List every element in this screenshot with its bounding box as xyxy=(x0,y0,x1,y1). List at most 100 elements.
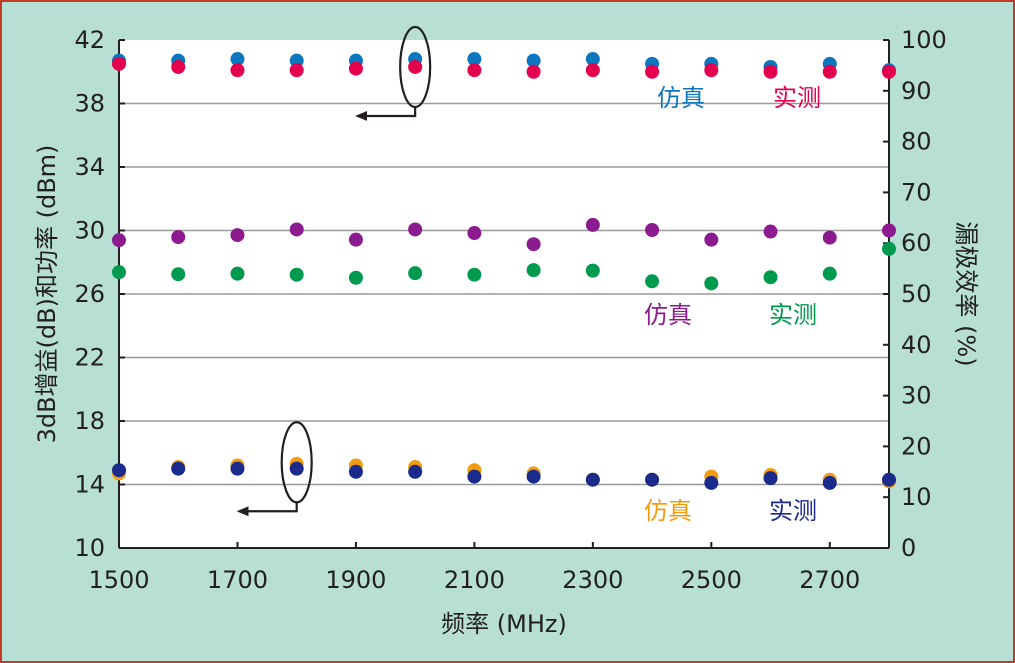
y-left-tick-label: 30 xyxy=(74,217,105,245)
data-point xyxy=(822,64,837,79)
y-left-tick-label: 14 xyxy=(74,471,105,499)
data-point xyxy=(882,472,896,487)
data-point xyxy=(882,223,896,238)
axis-callouts xyxy=(236,25,432,517)
data-point xyxy=(526,237,541,252)
series-annotation-power: 实测 xyxy=(773,84,821,112)
data-point xyxy=(822,475,837,490)
data-point xyxy=(645,274,660,289)
series-annotation-power: 仿真 xyxy=(657,84,705,112)
y-right-tick-label: 20 xyxy=(901,432,932,460)
y-right-tick-label: 0 xyxy=(901,534,916,562)
data-point xyxy=(171,59,186,74)
data-point xyxy=(704,276,719,291)
data-point xyxy=(645,472,660,487)
data-point xyxy=(467,469,482,484)
data-point xyxy=(230,52,245,67)
y-right-tick-label: 50 xyxy=(901,280,932,308)
x-tick-label: 1900 xyxy=(325,566,386,594)
data-point xyxy=(230,228,245,243)
y-right-tick-label: 100 xyxy=(901,26,947,54)
y-left-tick-label: 22 xyxy=(74,344,105,372)
y-right-tick-label: 60 xyxy=(901,229,932,257)
data-point xyxy=(585,52,600,67)
series-annotation-gain: 实测 xyxy=(769,497,817,525)
data-point xyxy=(467,52,482,67)
data-point xyxy=(230,461,245,476)
data-point xyxy=(467,63,482,78)
data-point xyxy=(704,475,719,490)
x-axis-label: 频率 (MHz) xyxy=(441,610,567,638)
data-point xyxy=(289,63,304,78)
data-point xyxy=(526,263,541,278)
data-point xyxy=(348,61,363,76)
data-point xyxy=(171,461,186,476)
x-tick-label: 2500 xyxy=(681,566,742,594)
y-left-tick-label: 18 xyxy=(74,407,105,435)
series-annotation-gain: 仿真 xyxy=(644,497,692,525)
y-right-tick-label: 40 xyxy=(901,331,932,359)
data-point xyxy=(526,469,541,484)
data-point xyxy=(704,232,719,247)
power-callout-arrow xyxy=(355,106,417,121)
data-point xyxy=(408,266,423,281)
data-point xyxy=(585,472,600,487)
data-point xyxy=(467,267,482,282)
data-point xyxy=(112,265,126,280)
data-point xyxy=(526,53,541,68)
data-point xyxy=(289,267,304,282)
y-right-tick-label: 30 xyxy=(901,382,932,410)
data-point xyxy=(585,263,600,278)
data-point xyxy=(289,461,304,476)
axes xyxy=(118,39,890,549)
y-left-tick-label: 26 xyxy=(74,280,105,308)
data-point xyxy=(171,230,186,245)
y-right-tick-label: 70 xyxy=(901,178,932,206)
data-point xyxy=(112,233,126,248)
series-annotation-efficiency: 实测 xyxy=(769,301,817,329)
data-points xyxy=(112,52,896,490)
data-point xyxy=(408,59,423,74)
data-point xyxy=(585,217,600,232)
y-axis-label-left: 3dB增益(dB)和功率 (dBm) xyxy=(33,145,61,444)
y-right-tick-label: 80 xyxy=(901,128,932,156)
grid-lines xyxy=(119,102,889,486)
x-tick-label: 1500 xyxy=(88,566,149,594)
data-point xyxy=(645,64,660,79)
y-right-tick-label: 90 xyxy=(901,77,932,105)
data-point xyxy=(112,56,126,71)
data-point xyxy=(348,464,363,479)
y-left-tick-label: 42 xyxy=(74,26,105,54)
data-point xyxy=(763,224,778,239)
tick-labels: 1500 1700 1900 2100 2300 2500 2700 10 14 18 22 26 30… xyxy=(74,26,946,594)
series-annotation-efficiency: 仿真 xyxy=(644,301,692,329)
data-point xyxy=(526,64,541,79)
y-left-tick-label: 38 xyxy=(74,90,105,118)
data-point xyxy=(882,241,896,256)
x-tick-label: 1700 xyxy=(207,566,268,594)
data-point xyxy=(645,222,660,237)
data-point xyxy=(171,267,186,282)
y-axis-label-right: 漏极效率 (%) xyxy=(952,221,980,366)
data-point xyxy=(763,64,778,79)
data-point xyxy=(289,222,304,237)
y-left-tick-label: 10 xyxy=(74,534,105,562)
x-tick-label: 2100 xyxy=(444,566,505,594)
data-point xyxy=(230,63,245,78)
y-right-tick-label: 10 xyxy=(901,483,932,511)
data-point xyxy=(585,63,600,78)
data-point xyxy=(408,222,423,237)
data-point xyxy=(822,266,837,281)
data-point xyxy=(763,471,778,486)
data-point xyxy=(348,232,363,247)
x-tick-label: 2700 xyxy=(799,566,860,594)
data-point xyxy=(112,463,126,478)
data-point xyxy=(408,464,423,479)
data-point xyxy=(230,266,245,281)
x-tick-label: 2300 xyxy=(562,566,623,594)
data-point xyxy=(704,63,719,78)
gain-callout-arrow xyxy=(236,502,298,517)
data-point xyxy=(467,226,482,241)
